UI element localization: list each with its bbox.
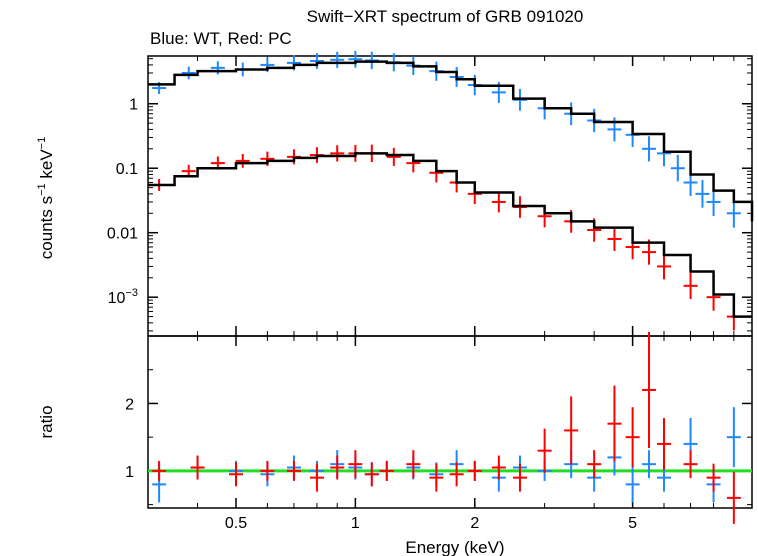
ratio-y-axis-label: ratio <box>37 405 56 438</box>
y-label-exp-1: −1 <box>36 183 48 196</box>
chart-subtitle: Blue: WT, Red: PC <box>150 29 292 48</box>
spectrum-plot-frame <box>147 55 753 337</box>
spectrum-y-tick-label: 10−3 <box>108 287 138 307</box>
spectrum-y-tick-label: 0.1 <box>116 161 138 178</box>
ratio-panel: 0.5 1 2 5 1 2 <box>125 331 753 532</box>
model-line-wt <box>148 60 754 222</box>
spectrum-y-tick-label: 0.01 <box>107 226 138 243</box>
spectrum-panel: 1 0.1 0.01 10−3 <box>107 50 754 337</box>
spectrum-y-tick-exponent: −3 <box>125 287 138 299</box>
spectrum-y-tick-label: 1 <box>129 97 138 114</box>
x-tick-label: 0.5 <box>225 515 247 532</box>
x-tick-label: 2 <box>470 515 479 532</box>
ratio-plot-frame <box>147 335 753 509</box>
chart-title: Swift−XRT spectrum of GRB 091020 <box>307 7 584 26</box>
x-axis-label: Energy (keV) <box>405 538 504 556</box>
spectrum-y-axis-label: counts s−1 keV−1 <box>36 137 56 259</box>
model-line-pc <box>148 152 752 318</box>
x-tick-label: 1 <box>351 515 360 532</box>
y-label-exp-2: −1 <box>36 137 48 150</box>
y-label-part-1: counts s <box>37 196 56 259</box>
ratio-y-tick-label: 2 <box>125 396 134 413</box>
ratio-y-tick-label: 1 <box>125 464 134 481</box>
x-tick-label: 5 <box>628 515 637 532</box>
y-label-part-2: keV <box>37 149 56 184</box>
